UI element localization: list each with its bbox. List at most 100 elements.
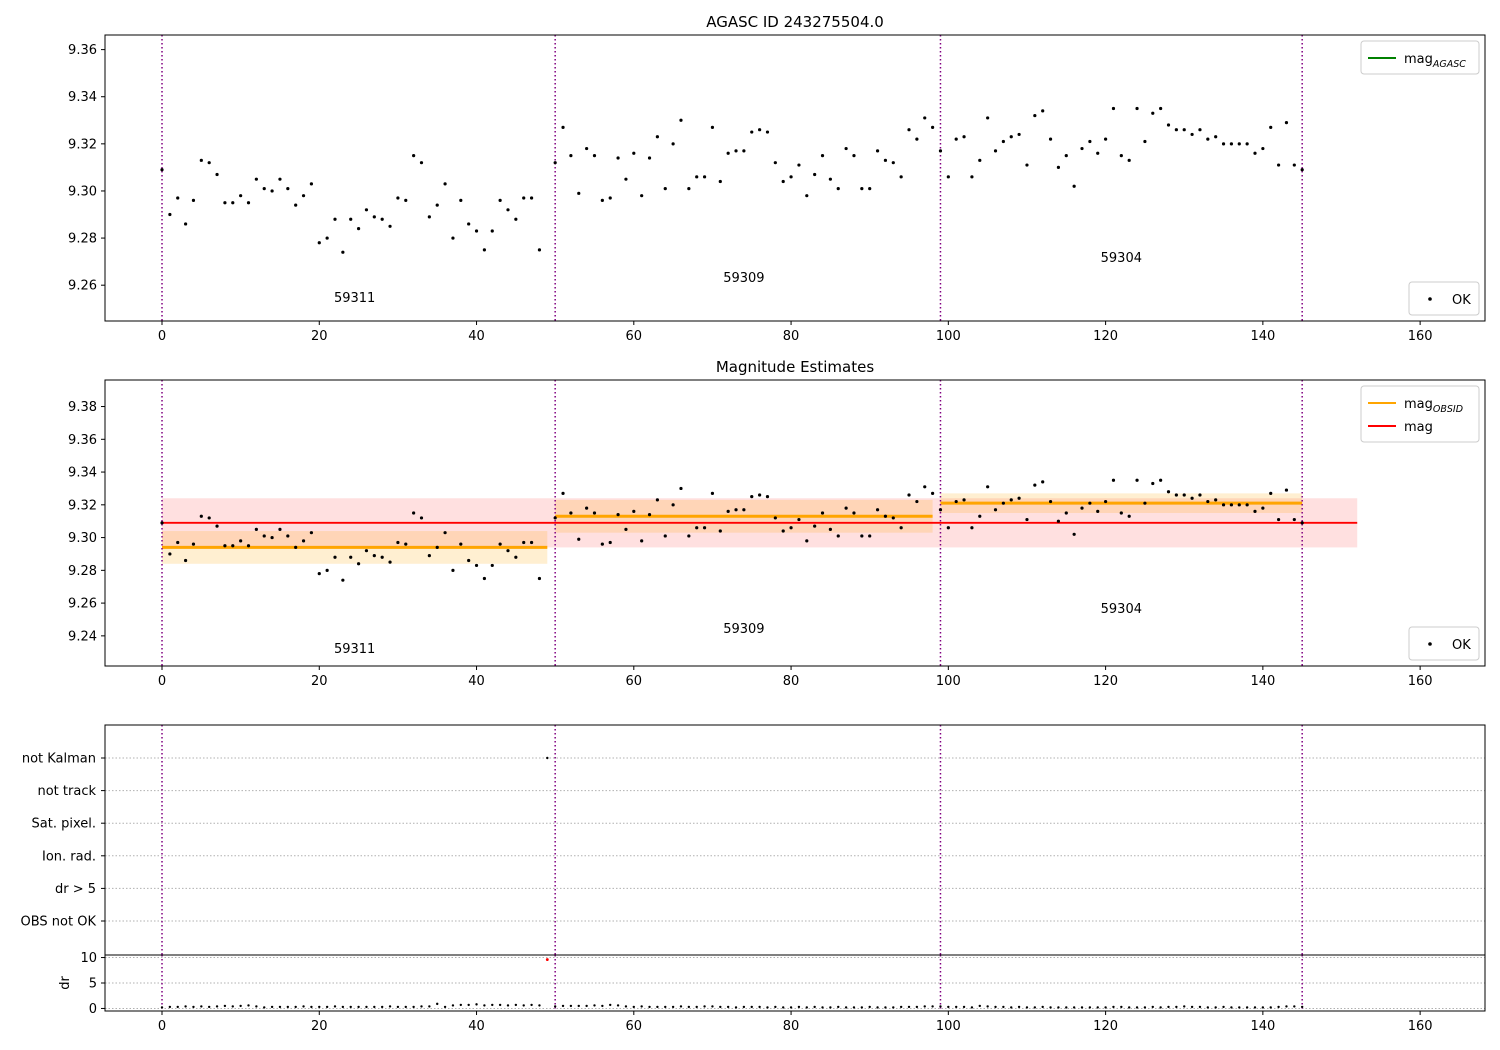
data-point — [286, 187, 290, 191]
y-tick-label: 9.30 — [68, 184, 97, 199]
data-point — [231, 201, 235, 205]
data-point — [294, 203, 298, 207]
data-point — [301, 194, 306, 198]
data-point — [514, 555, 518, 559]
data-point — [1119, 154, 1123, 158]
data-point — [766, 1006, 769, 1009]
data-point — [215, 172, 219, 177]
data-point — [1080, 1006, 1084, 1009]
data-point — [199, 514, 203, 518]
data-point — [718, 179, 722, 184]
data-point — [875, 149, 880, 153]
data-point — [1261, 506, 1265, 510]
data-point — [899, 1005, 903, 1009]
data-point — [852, 511, 856, 515]
data-point — [836, 187, 840, 191]
data-point — [325, 236, 329, 240]
data-point — [915, 1005, 919, 1009]
data-point — [923, 116, 927, 120]
data-point — [239, 194, 243, 198]
data-point — [1159, 106, 1163, 111]
data-point — [632, 1005, 636, 1009]
data-point — [1229, 142, 1234, 146]
data-point — [726, 509, 730, 513]
data-point — [530, 1003, 533, 1007]
data-point — [278, 527, 282, 531]
data-point — [459, 198, 463, 202]
data-point — [537, 248, 542, 252]
data-point — [537, 576, 542, 581]
obsid-label: 59311 — [334, 291, 375, 306]
data-point — [765, 495, 770, 499]
data-point — [467, 1003, 470, 1007]
data-point — [789, 526, 793, 530]
y-tick-label: 9.30 — [68, 531, 97, 546]
dr-grid — [105, 957, 1485, 1009]
data-point — [782, 1006, 785, 1009]
data-point — [1065, 1006, 1068, 1009]
data-point — [451, 236, 455, 240]
data-point — [1292, 517, 1296, 522]
data-point — [1033, 113, 1037, 118]
data-point — [805, 1006, 808, 1009]
data-point — [1119, 511, 1123, 515]
x-tick-label: 120 — [1093, 329, 1118, 344]
data-point — [183, 558, 188, 563]
data-point — [1237, 503, 1241, 507]
data-point — [907, 493, 911, 497]
data-point — [1182, 493, 1186, 497]
data-point — [1025, 517, 1029, 522]
data-point — [475, 1003, 478, 1006]
data-point — [247, 1004, 250, 1007]
data-point — [1002, 1005, 1005, 1009]
data-point — [522, 540, 526, 545]
data-point — [1017, 132, 1021, 137]
data-point — [915, 137, 919, 141]
data-point — [1190, 496, 1194, 500]
data-point — [813, 1005, 816, 1009]
legend-box — [1408, 626, 1480, 661]
data-point — [263, 1006, 266, 1009]
data-point — [860, 1006, 864, 1009]
data-point — [364, 208, 369, 212]
legend: magAGASC — [1360, 40, 1480, 75]
data-point — [1064, 511, 1068, 515]
data-point — [1190, 1005, 1194, 1009]
x-tick-label: 60 — [626, 329, 643, 344]
legend-subscript: OBSID — [1433, 404, 1463, 415]
flag-label: OBS not OK — [21, 915, 97, 930]
data-point — [773, 161, 777, 165]
data-point — [954, 499, 958, 504]
data-point — [200, 1005, 203, 1008]
data-point — [655, 135, 659, 139]
dr-highlight-point — [545, 958, 549, 961]
data-point — [443, 531, 447, 535]
data-point — [1143, 139, 1147, 144]
data-point — [899, 526, 903, 530]
y-tick-label: 9.28 — [68, 564, 97, 579]
data-point — [1056, 519, 1061, 523]
obsid-labels: 59311 59309 59304 — [334, 602, 1142, 657]
data-point — [719, 1005, 722, 1009]
data-point — [970, 1006, 974, 1009]
data-point — [624, 177, 628, 181]
data-point — [443, 182, 447, 186]
data-point — [1167, 1005, 1170, 1009]
data-point — [1064, 154, 1068, 158]
data-point — [427, 553, 431, 558]
data-point — [388, 1005, 392, 1008]
data-point — [828, 177, 832, 181]
flag-label: Ion. rad. — [42, 849, 96, 864]
data-point — [687, 187, 691, 191]
data-point — [1135, 1006, 1139, 1009]
data-point — [750, 1005, 753, 1009]
data-point — [1214, 498, 1218, 502]
data-point — [820, 511, 825, 515]
data-point — [938, 508, 943, 512]
data-point — [993, 149, 998, 153]
agasc-title: AGASC ID 243275504.0 — [706, 13, 884, 31]
legend-box — [1360, 385, 1480, 443]
legend-marker — [1428, 297, 1432, 301]
data-point — [742, 508, 746, 512]
data-point — [270, 535, 274, 540]
